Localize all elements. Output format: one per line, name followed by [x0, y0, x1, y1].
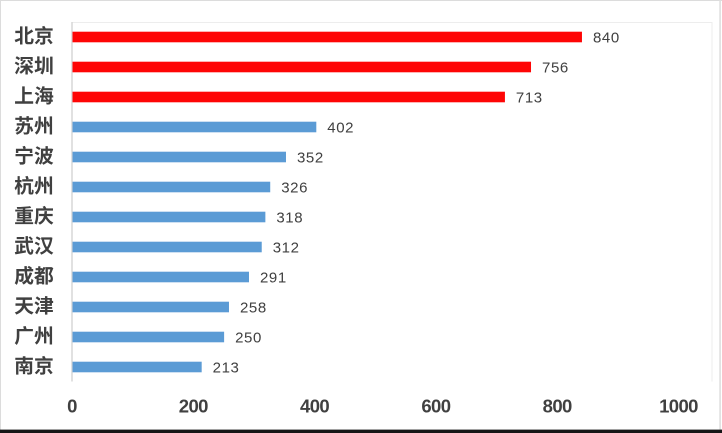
svg-text:600: 600 [421, 395, 450, 416]
svg-text:713: 713 [516, 89, 543, 106]
svg-text:200: 200 [179, 395, 208, 416]
svg-text:1000: 1000 [659, 395, 698, 416]
svg-text:291: 291 [260, 269, 287, 286]
svg-text:352: 352 [297, 149, 324, 166]
svg-text:213: 213 [213, 359, 240, 376]
svg-text:312: 312 [273, 239, 300, 256]
svg-text:756: 756 [542, 59, 569, 76]
svg-text:250: 250 [235, 329, 262, 346]
svg-text:326: 326 [281, 179, 308, 196]
svg-text:400: 400 [300, 395, 329, 416]
svg-text:840: 840 [593, 29, 620, 46]
svg-text:402: 402 [327, 119, 354, 136]
svg-text:800: 800 [543, 395, 572, 416]
svg-text:318: 318 [276, 209, 303, 226]
svg-text:258: 258 [240, 299, 267, 316]
svg-text:0: 0 [67, 395, 77, 416]
